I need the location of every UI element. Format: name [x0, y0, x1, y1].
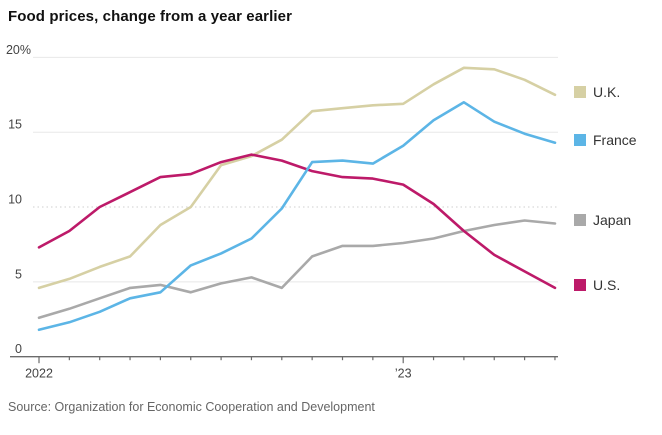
x-axis-tick-label: ’23 [395, 367, 412, 381]
y-axis-tick-label: 0 [15, 342, 22, 356]
y-axis-tick-label: 15 [8, 118, 22, 132]
y-axis-tick-label: 10 [8, 193, 22, 207]
series-line-france [37, 101, 557, 332]
source-note: Source: Organization for Economic Cooper… [8, 400, 375, 414]
x-axis-tick-label: 2022 [25, 367, 53, 381]
y-axis-tick-label: 5 [15, 267, 22, 281]
chart-title: Food prices, change from a year earlier [8, 8, 293, 25]
y-axis-tick-label: 20% [6, 43, 31, 57]
series-line-uk [37, 66, 557, 290]
series-line-japan [37, 219, 557, 320]
series-line-us [37, 153, 557, 290]
